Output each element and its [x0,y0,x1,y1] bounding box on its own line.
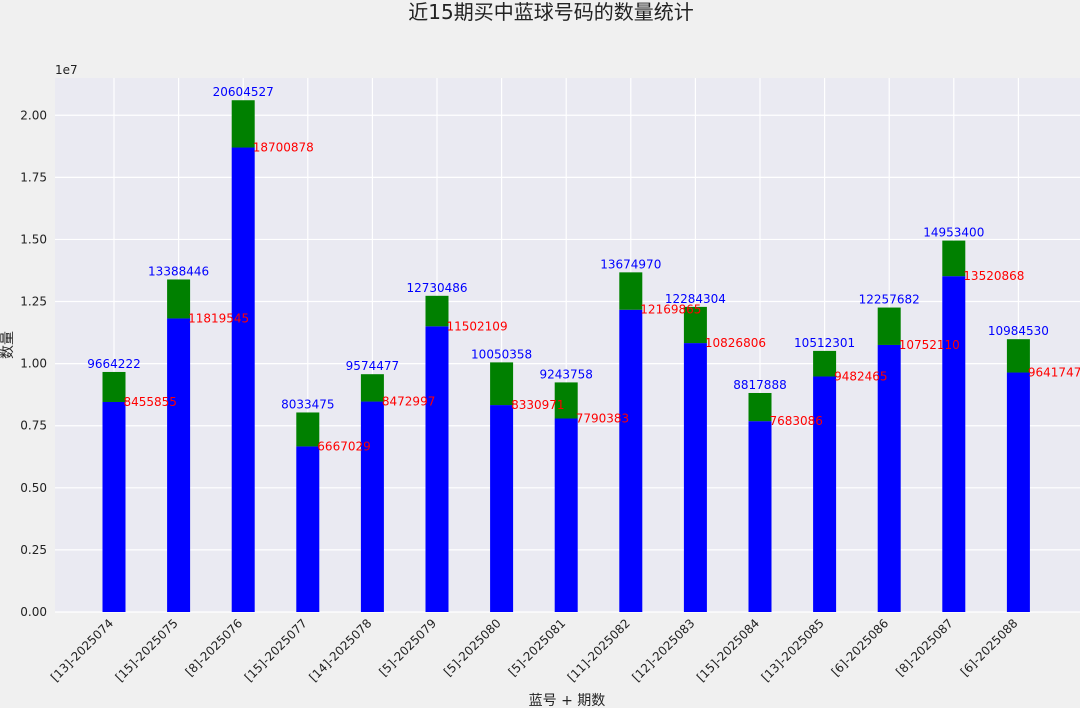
y-tick-label: 0.25 [20,543,47,557]
total-value-label: 9574477 [346,359,399,373]
bar-segment-upper [490,362,514,406]
inner-value-label: 10826806 [705,336,766,350]
bar-segment-upper [296,412,320,447]
y-tick-label: 1.75 [20,170,47,184]
bar-segment-upper [425,295,449,327]
total-value-label: 13388446 [148,264,209,278]
bar-segment-lower [748,421,772,612]
inner-value-label: 7790383 [576,412,629,426]
bar-segment-lower [425,326,449,612]
bar-segment-lower [683,343,707,612]
bar-segment-lower [360,401,384,612]
bar-segment-upper [813,350,837,377]
inner-value-label: 12169865 [640,303,701,317]
bar-segment-lower [490,405,514,612]
inner-value-label: 13520868 [963,269,1024,283]
bar-segment-upper [360,374,384,402]
y-axis-label: 数量 [0,331,16,359]
inner-value-label: 9482465 [834,369,887,383]
total-value-label: 10512301 [794,336,855,350]
bar-segment-lower [1006,372,1030,612]
bar-segment-lower [296,446,320,612]
total-value-label: 8817888 [733,378,786,392]
total-value-label: 10984530 [988,324,1049,338]
total-value-label: 13674970 [600,257,661,271]
x-tick-label: [11]-2025082 [565,616,633,684]
inner-value-label: 11502109 [447,319,508,333]
bar-segment-lower [167,318,191,612]
chart-title: 近15期买中蓝球号码的数量统计 [408,0,693,24]
x-tick-label: [15]-2025084 [694,616,762,684]
x-axis-label: 蓝号 + 期数 [529,693,606,708]
bar-segment-upper [877,307,901,345]
y-axis: 0.00 0.25 0.50 0.75 1.00 1.25 1.50 1.75 2.00 [20,108,47,619]
x-tick-label: [15]-2025077 [242,616,310,684]
inner-value-label: 7683086 [770,414,823,428]
bar-segment-lower [942,276,966,612]
x-tick-label: [13]-2025085 [759,616,827,684]
bar-segment-upper [167,279,191,319]
total-value-label: 9664222 [87,357,140,371]
bar-segment-upper [683,306,707,344]
total-value-label: 12257682 [859,293,920,307]
y-tick-label: 0.75 [20,419,47,433]
total-value-label: 14953400 [923,226,984,240]
x-tick-label: [5]-2025080 [441,616,504,679]
x-tick-label: [13]-2025074 [48,616,116,684]
total-value-label: 12284304 [665,292,726,306]
y-tick-label: 1.25 [20,295,47,309]
y-tick-label: 2.00 [20,108,47,122]
inner-value-label: 8455855 [124,395,177,409]
y-tick-label: 0.50 [20,481,47,495]
bar-segment-upper [619,272,643,310]
total-value-label: 12730486 [406,281,467,295]
x-tick-label: [5]-2025081 [506,616,569,679]
inner-value-label: 11819545 [188,311,249,325]
y-tick-label: 0.00 [20,605,47,619]
bar-segment-lower [877,344,901,612]
x-tick-label: [6]-2025086 [829,616,892,679]
bar-segment-lower [813,376,837,612]
inner-value-label: 18700878 [253,141,314,155]
total-value-label: 20604527 [213,85,274,99]
x-axis: [13]-2025074[15]-2025075 [8]-2025076[15]-… [48,616,1021,684]
bar-segment-lower [554,418,578,612]
inner-value-label: 8472997 [382,395,435,409]
bar-segment-upper [554,382,578,419]
inner-value-label: 9641747 [1028,366,1080,380]
x-tick-label: [5]-2025079 [376,616,439,679]
inner-value-label: 10752110 [899,338,960,352]
x-tick-label: [15]-2025075 [113,616,181,684]
bar-segment-upper [231,100,255,148]
data-labels: 9664222 8455855 13388446 11819545 20604527 18… [87,85,1080,453]
total-value-label: 8033475 [281,397,334,411]
x-tick-label: [8]-2025087 [893,616,956,679]
x-tick-label: [8]-2025076 [183,616,246,679]
bar-segment-upper [942,240,966,277]
inner-value-label: 6667029 [317,439,370,453]
bar-segment-lower [231,147,255,612]
y-tick-label: 1.00 [20,357,47,371]
x-tick-label: [12]-2025083 [629,616,697,684]
bar-segment-upper [748,392,772,422]
total-value-label: 10050358 [471,347,532,361]
bar-segment-upper [1006,339,1030,373]
y-scale-label: 1e7 [55,63,78,77]
y-tick-label: 1.50 [20,232,47,246]
x-tick-label: [6]-2025088 [958,616,1021,679]
bar-segment-lower [619,309,643,612]
bars [102,100,1030,612]
x-tick-label: [14]-2025078 [306,616,374,684]
bar-segment-lower [102,401,126,612]
inner-value-label: 8330971 [511,398,564,412]
bar-segment-upper [102,371,126,402]
total-value-label: 9243758 [539,367,592,381]
